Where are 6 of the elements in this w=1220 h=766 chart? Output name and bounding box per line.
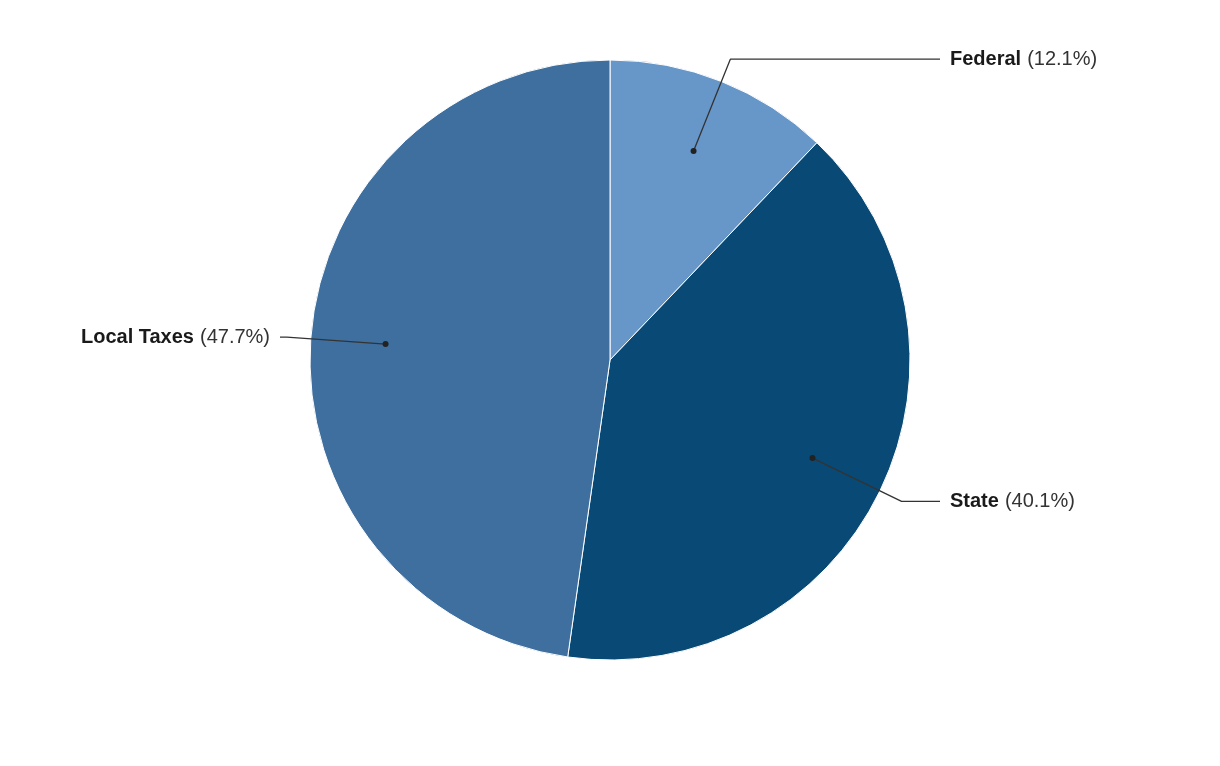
data-label: (47.7%) bbox=[199, 325, 270, 348]
data-label: (40.1%) bbox=[1004, 489, 1075, 512]
slice-label: Federal bbox=[950, 47, 1022, 70]
slice-label: Local Taxes bbox=[80, 325, 194, 348]
data-label: (12.1%) bbox=[1027, 47, 1098, 70]
slice-label: State bbox=[950, 489, 999, 512]
